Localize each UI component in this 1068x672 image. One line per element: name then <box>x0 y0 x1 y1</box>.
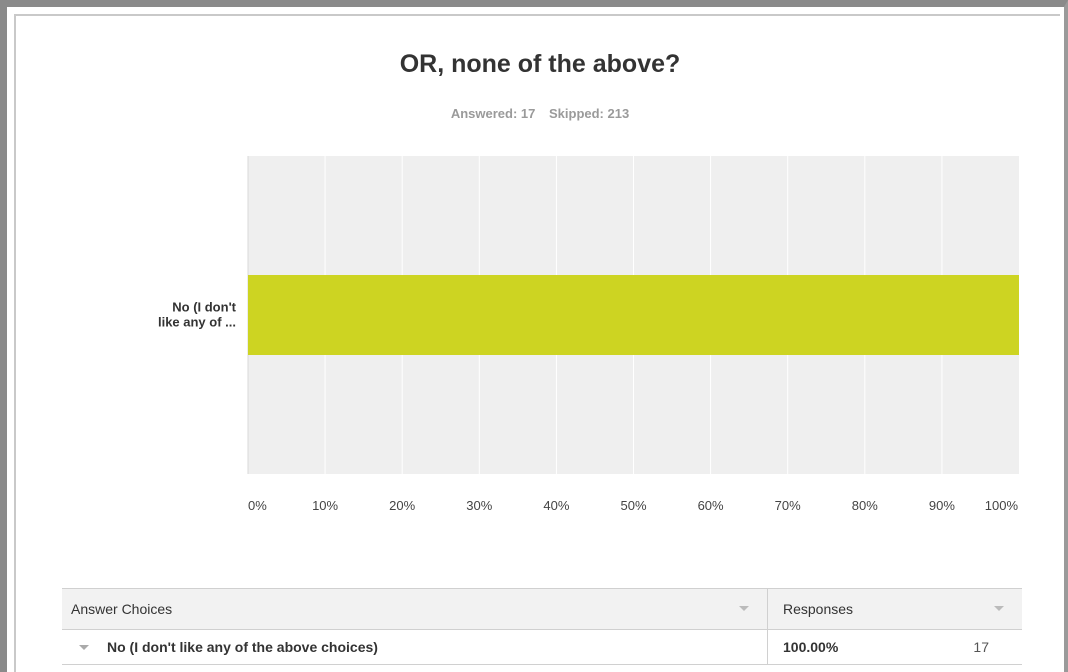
x-tick-label: 10% <box>312 498 338 513</box>
x-tick-label: 70% <box>775 498 801 513</box>
category-label: No (I don't <box>172 300 236 315</box>
x-tick-label: 20% <box>389 498 415 513</box>
response-percent: 100.00% <box>783 639 839 655</box>
response-count: 17 <box>973 639 989 655</box>
skipped-count: Skipped: 213 <box>548 106 630 121</box>
category-label: like any of ... <box>158 315 236 330</box>
choice-label: No (I don't like any of the above choice… <box>107 639 378 655</box>
response-stats: Answered: 17 Skipped: 213 <box>0 106 1068 121</box>
table-header: Answer Choices Responses <box>62 588 1022 630</box>
table-row: No (I don't like any of the above choice… <box>62 630 1022 665</box>
expand-row-icon[interactable] <box>79 644 89 650</box>
choice-cell: No (I don't like any of the above choice… <box>62 630 768 664</box>
responses-header[interactable]: Responses <box>768 589 1022 629</box>
x-tick-label: 50% <box>620 498 646 513</box>
bar-no-dont-like-any <box>248 275 1019 355</box>
responses-header-label: Responses <box>783 601 854 617</box>
question-title: OR, none of the above? <box>399 50 681 78</box>
answer-choices-header-label: Answer Choices <box>71 601 173 617</box>
survey-panel <box>14 14 1060 672</box>
answer-choices-table: Answer Choices Responses No (I don't lik… <box>62 588 1022 665</box>
x-tick-label: 0% <box>248 498 267 513</box>
x-tick-label: 80% <box>852 498 878 513</box>
x-tick-label: 60% <box>698 498 724 513</box>
answer-choices-header[interactable]: Answer Choices <box>62 589 768 629</box>
sort-arrow-icon[interactable] <box>739 606 749 611</box>
sort-arrow-icon[interactable] <box>994 606 1004 611</box>
responses-cell: 100.00% 17 <box>768 630 1022 664</box>
x-tick-label: 100% <box>985 498 1019 513</box>
x-tick-label: 90% <box>929 498 955 513</box>
x-tick-label: 40% <box>543 498 569 513</box>
answered-count: Answered: 17 <box>450 106 536 121</box>
x-tick-label: 30% <box>466 498 492 513</box>
